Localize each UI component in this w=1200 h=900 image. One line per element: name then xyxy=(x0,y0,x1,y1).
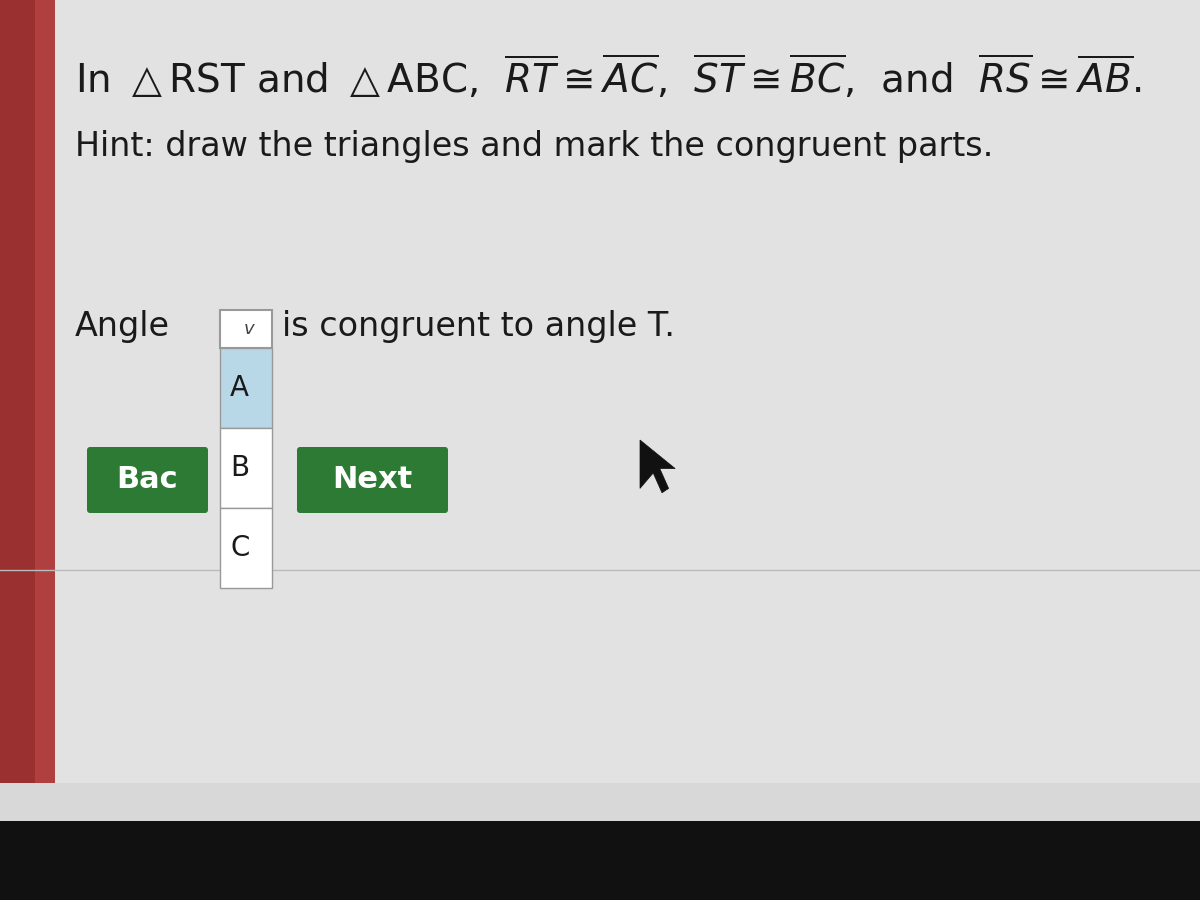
Text: is congruent to angle T.: is congruent to angle T. xyxy=(282,310,674,343)
FancyBboxPatch shape xyxy=(88,447,208,513)
FancyBboxPatch shape xyxy=(220,310,272,348)
Text: Bac: Bac xyxy=(116,465,179,494)
Text: In $\triangle$RST and $\triangle$ABC,  $\overline{RT}$$\cong$$\overline{AC}$,  $: In $\triangle$RST and $\triangle$ABC, $\… xyxy=(74,52,1141,101)
FancyBboxPatch shape xyxy=(298,447,448,513)
FancyBboxPatch shape xyxy=(220,508,272,588)
Text: Next: Next xyxy=(332,465,413,494)
FancyBboxPatch shape xyxy=(0,0,35,783)
Text: A: A xyxy=(230,374,250,402)
Polygon shape xyxy=(640,440,676,493)
FancyBboxPatch shape xyxy=(0,821,1200,900)
FancyBboxPatch shape xyxy=(220,428,272,508)
Text: Angle: Angle xyxy=(74,310,170,343)
Text: Hint: draw the triangles and mark the congruent parts.: Hint: draw the triangles and mark the co… xyxy=(74,130,994,163)
Text: B: B xyxy=(230,454,250,482)
FancyBboxPatch shape xyxy=(0,0,1200,783)
FancyBboxPatch shape xyxy=(0,0,55,783)
Text: C: C xyxy=(230,534,250,562)
FancyBboxPatch shape xyxy=(220,348,272,428)
Text: v: v xyxy=(244,320,254,338)
